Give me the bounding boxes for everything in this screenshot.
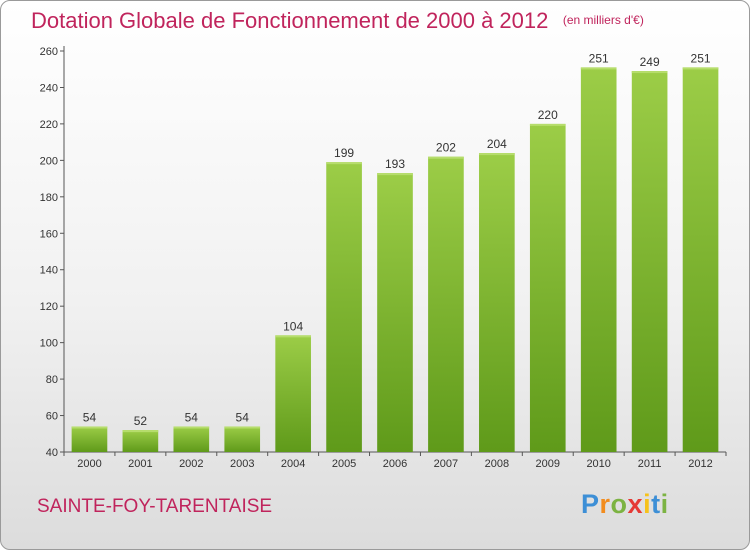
x-tick-label: 2006 — [383, 458, 407, 470]
bar — [377, 173, 413, 452]
y-tick-label: 40 — [46, 447, 58, 459]
bar-highlight — [631, 71, 668, 74]
y-tick-label: 120 — [40, 301, 58, 313]
x-tick-label: 2005 — [332, 458, 356, 470]
logo-letter: o — [610, 489, 628, 519]
bar-highlight — [529, 123, 566, 126]
data-label: 104 — [283, 319, 303, 333]
bar-highlight — [682, 67, 719, 70]
bar-highlight — [71, 426, 108, 429]
logo-letter: t — [651, 489, 661, 519]
data-label: 202 — [436, 141, 456, 155]
y-tick-label: 140 — [40, 265, 58, 277]
axes: 40 60 80 100 120 140 160 180 200 220 240 260 — [40, 46, 727, 459]
bar — [631, 71, 668, 453]
chart-unit: (en milliers d'€) — [562, 13, 644, 27]
bar-highlight — [479, 153, 515, 156]
bar-highlight — [224, 426, 261, 429]
data-label: 52 — [134, 414, 148, 428]
bar-highlight — [275, 335, 311, 338]
bar — [428, 156, 464, 452]
data-label: 199 — [334, 146, 354, 160]
logo-letter: P — [581, 489, 600, 519]
bar-highlight — [122, 430, 159, 433]
bars — [71, 67, 719, 453]
logo-letter: r — [599, 489, 611, 519]
data-label: 249 — [640, 55, 660, 69]
commune-name: SAINTE-FOY-TARENTAISE — [37, 496, 273, 517]
x-tick-label: 2008 — [485, 458, 509, 470]
logo-letter: x — [627, 489, 644, 519]
x-tick-label: 2011 — [638, 458, 662, 470]
bar — [529, 123, 566, 452]
data-label: 193 — [385, 157, 405, 171]
y-tick-label: 220 — [40, 119, 58, 131]
data-label: 54 — [185, 410, 199, 424]
data-label: 54 — [236, 410, 250, 424]
chart-title: Dotation Globale de Fonctionnement de 20… — [31, 8, 549, 33]
bar-highlight — [326, 162, 362, 165]
data-label: 251 — [589, 51, 609, 65]
bar — [479, 153, 515, 452]
chart-title-block: Dotation Globale de Fonctionnement de 20… — [31, 8, 644, 34]
y-tick-label: 60 — [46, 411, 58, 423]
data-label: 204 — [487, 137, 507, 151]
y-tick-label: 200 — [40, 155, 58, 167]
y-tick-label: 160 — [40, 228, 58, 240]
x-tick-label: 2003 — [230, 458, 254, 470]
bar — [275, 335, 311, 452]
x-tick-label: 2007 — [434, 458, 458, 470]
x-tick-label: 2010 — [586, 458, 610, 470]
y-tick-label: 240 — [40, 82, 58, 94]
x-tick-label: 2001 — [128, 458, 152, 470]
x-tick-label: 2012 — [688, 458, 712, 470]
bar — [122, 430, 159, 452]
data-label: 54 — [83, 410, 97, 424]
bar-highlight — [377, 173, 413, 176]
y-tick-label: 80 — [46, 374, 58, 386]
bar-highlight — [580, 67, 617, 70]
data-label: 220 — [538, 108, 558, 122]
y-tick-label: 100 — [40, 338, 58, 350]
bar-highlight — [173, 426, 210, 429]
bar-highlight — [428, 156, 464, 159]
bar — [224, 426, 261, 452]
data-label: 251 — [691, 51, 711, 65]
logo-letter: i — [643, 489, 652, 519]
x-tick-label: 2002 — [179, 458, 203, 470]
labels: 2000 54 2001 52 2002 54 2003 54 2004 104 2005 199 20… — [77, 51, 713, 470]
logo-letter: i — [660, 489, 669, 519]
bar — [580, 67, 617, 453]
x-tick-label: 2000 — [77, 458, 101, 470]
y-tick-label: 180 — [40, 192, 58, 204]
y-tick-label: 260 — [40, 46, 58, 58]
x-tick-label: 2004 — [281, 458, 305, 470]
bar — [682, 67, 719, 453]
bar — [71, 426, 108, 452]
proxiti-logo: Proxiti — [581, 489, 669, 520]
bar — [173, 426, 210, 452]
x-tick-label: 2009 — [536, 458, 560, 470]
bar — [326, 162, 362, 452]
